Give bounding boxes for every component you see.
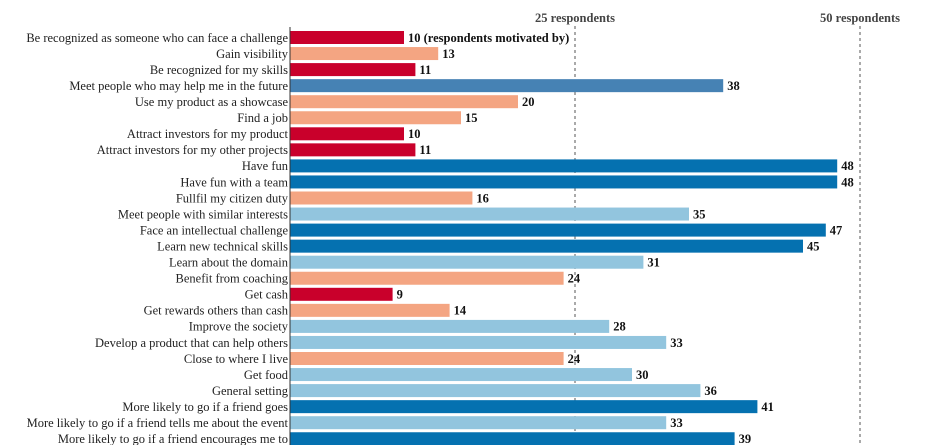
category-label: Improve the society [189,320,289,334]
category-label: Develop a product that can help others [95,336,288,350]
category-label: Benefit from coaching [176,272,289,286]
bar [290,271,564,285]
category-label: Face an intellectual challenge [140,223,289,237]
category-label: More likely to go if a friend goes [122,400,288,414]
category-label: Close to where I live [184,352,289,366]
value-label: 11 [419,143,431,157]
bar [290,416,667,430]
bar [290,79,724,93]
value-label: 30 [636,368,649,382]
value-label: 28 [613,320,626,334]
value-label: 24 [568,352,581,366]
bar [290,255,644,269]
bar [290,352,564,365]
value-label: 16 [476,191,489,205]
value-label: 14 [454,304,467,318]
reference-label-50: 50 respondents [820,11,900,25]
category-label: Meet people who may help me in the futur… [69,79,288,93]
category-label: General setting [212,384,289,398]
value-label: 10 (respondents motivated by) [408,31,569,45]
value-label: 39 [739,432,752,445]
bar [290,287,393,301]
category-label: Fullfil my citizen duty [176,191,289,205]
category-label: Learn about the domain [169,256,289,270]
category-label: More likely to go if a friend tells me a… [27,416,289,430]
category-label: Have fun with a team [180,175,288,189]
category-label: Use my product as a showcase [135,95,289,109]
value-label: 33 [670,336,683,350]
bar [290,111,461,125]
bar [290,95,518,109]
value-label: 36 [704,384,717,398]
bar [290,432,735,445]
value-label: 38 [727,79,740,93]
value-label: 33 [670,416,683,430]
bar [290,335,667,349]
category-label: Attract investors for my product [127,127,289,141]
bar [290,63,416,77]
category-label: Be recognized for my skills [150,63,288,77]
value-label: 20 [522,95,535,109]
value-label: 45 [807,239,820,253]
category-label: Gain visibility [216,47,289,61]
bar [290,368,632,382]
bar [290,207,689,221]
value-label: 47 [830,223,843,237]
value-label: 35 [693,207,706,221]
category-label: More likely to go if a friend encourages… [58,432,288,445]
category-labels: Be recognized as someone who can face a … [26,31,288,445]
category-label: Find a job [237,111,288,125]
value-label: 10 [408,127,421,141]
category-label: Get food [244,368,289,382]
value-label: 13 [442,47,455,61]
bar [290,319,610,333]
category-label: Meet people with similar interests [118,207,288,221]
bar [290,175,838,189]
bars: 10 (respondents motivated by) 13 11 38 20 15 1… [290,31,854,445]
bar [290,239,803,253]
value-label: 48 [841,159,854,173]
value-label: 9 [397,288,403,302]
bar [290,47,439,61]
value-label: 15 [465,111,478,125]
value-label: 31 [647,256,660,270]
reference-label-25: 25 respondents [535,11,615,25]
value-label: 24 [568,272,581,286]
value-label: 41 [761,400,774,414]
bar [290,127,404,141]
category-label: Get cash [245,288,289,302]
bar [290,143,416,157]
category-label: Attract investors for my other projects [97,143,288,157]
bar [290,223,826,237]
value-label: 11 [419,63,431,77]
bar [290,31,404,44]
bar [290,191,473,205]
bar [290,400,758,414]
bar [290,159,838,173]
category-label: Get rewards others than cash [144,304,289,318]
category-label: Be recognized as someone who can face a … [26,31,288,45]
value-label: 48 [841,175,854,189]
bar [290,303,450,317]
bar [290,384,701,398]
category-label: Have fun [242,159,289,173]
category-label: Learn new technical skills [157,239,288,253]
